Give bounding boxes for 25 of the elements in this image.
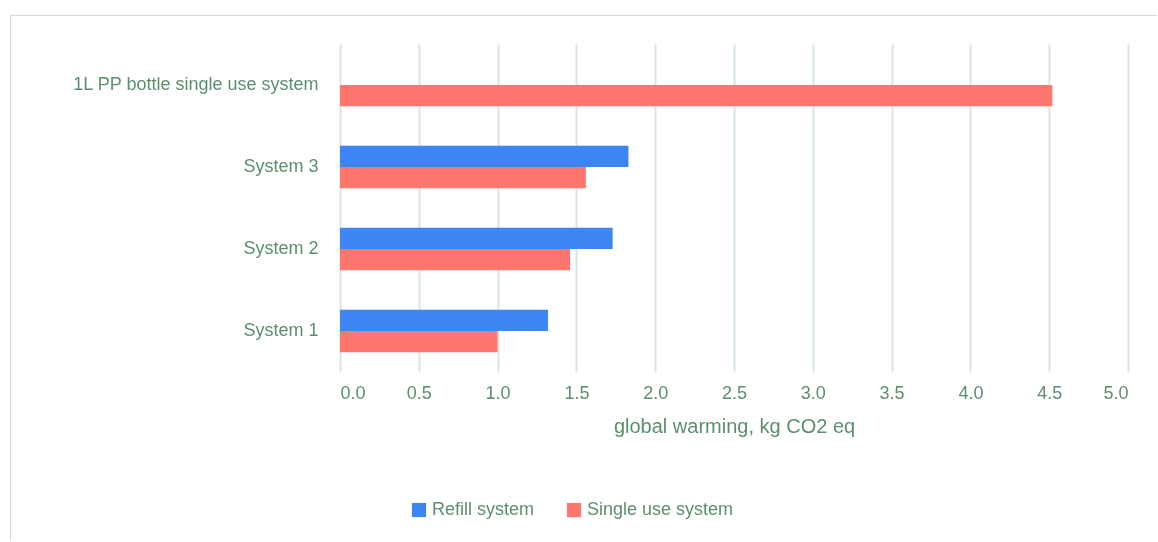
y-tick-label: System 2 bbox=[243, 238, 319, 258]
bar bbox=[340, 331, 498, 353]
x-tick-label: 2.5 bbox=[721, 382, 748, 403]
bar bbox=[340, 309, 549, 331]
bar bbox=[340, 145, 629, 167]
x-tick-label: 3.0 bbox=[800, 382, 826, 403]
y-tick-label: 1L PP bottle single use system bbox=[73, 74, 319, 94]
x-tick-label: 2.0 bbox=[643, 382, 669, 403]
y-tick-label: System 1 bbox=[243, 320, 319, 340]
x-tick-label: 0.5 bbox=[406, 382, 432, 403]
x-tick-label: 5.0 bbox=[1103, 382, 1129, 403]
x-tick-label: 3.5 bbox=[879, 382, 905, 403]
bar bbox=[340, 227, 613, 249]
x-tick-label: 4.0 bbox=[958, 382, 984, 403]
bar bbox=[340, 167, 586, 189]
legend-label: Single use system bbox=[587, 499, 734, 519]
y-tick-label: System 3 bbox=[243, 156, 319, 176]
legend-label: Refill system bbox=[432, 499, 535, 519]
x-tick-label: 4.5 bbox=[1037, 382, 1063, 403]
x-tick-label: 1.0 bbox=[485, 382, 511, 403]
bar bbox=[340, 249, 571, 271]
x-axis-title: global warming, kg CO2 eq bbox=[613, 414, 856, 437]
x-tick-label: 0.0 bbox=[340, 382, 366, 403]
x-tick-label: 1.5 bbox=[564, 382, 590, 403]
bar bbox=[340, 85, 1053, 107]
